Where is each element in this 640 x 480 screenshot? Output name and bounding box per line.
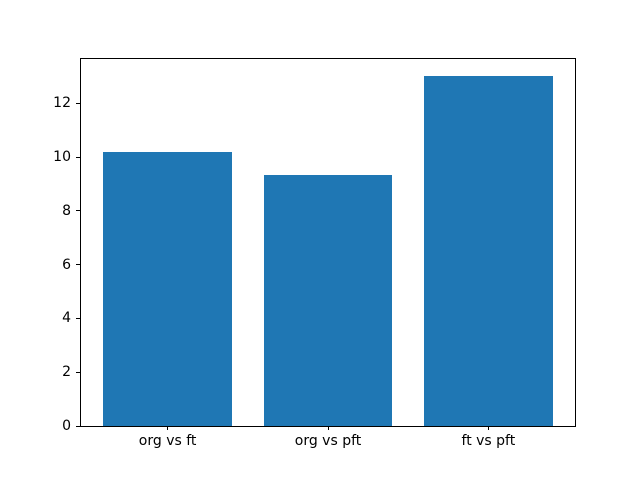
x-tick-mark (327, 426, 329, 430)
bar-org-vs-ft (103, 151, 232, 426)
x-tick-mark (487, 426, 489, 430)
y-tick-label: 6 (62, 256, 71, 273)
y-tick-mark (76, 264, 80, 266)
x-tick-label: org vs ft (138, 433, 197, 449)
y-tick-mark (76, 210, 80, 212)
y-tick-label: 0 (62, 418, 71, 434)
y-tick-mark (76, 371, 80, 373)
y-tick-label: 10 (53, 149, 71, 166)
y-tick-label: 8 (62, 202, 71, 219)
y-tick-label: 12 (53, 95, 71, 112)
y-tick-label: 4 (62, 310, 71, 327)
y-tick-mark (76, 425, 80, 427)
axes: 0 2 4 6 8 10 12 org vs ft org vs pft ft vs pft (53, 58, 576, 448)
bar-ft-vs-pft (424, 76, 553, 426)
y-tick-mark (76, 156, 80, 158)
x-tick-label: org vs pft (294, 433, 362, 449)
x-tick-mark (167, 426, 169, 430)
x-tick-label: ft vs pft (461, 433, 516, 449)
y-tick-mark (76, 102, 80, 104)
y-tick-label: 2 (62, 364, 71, 381)
y-tick-mark (76, 317, 80, 319)
bar-org-vs-pft (263, 174, 393, 426)
